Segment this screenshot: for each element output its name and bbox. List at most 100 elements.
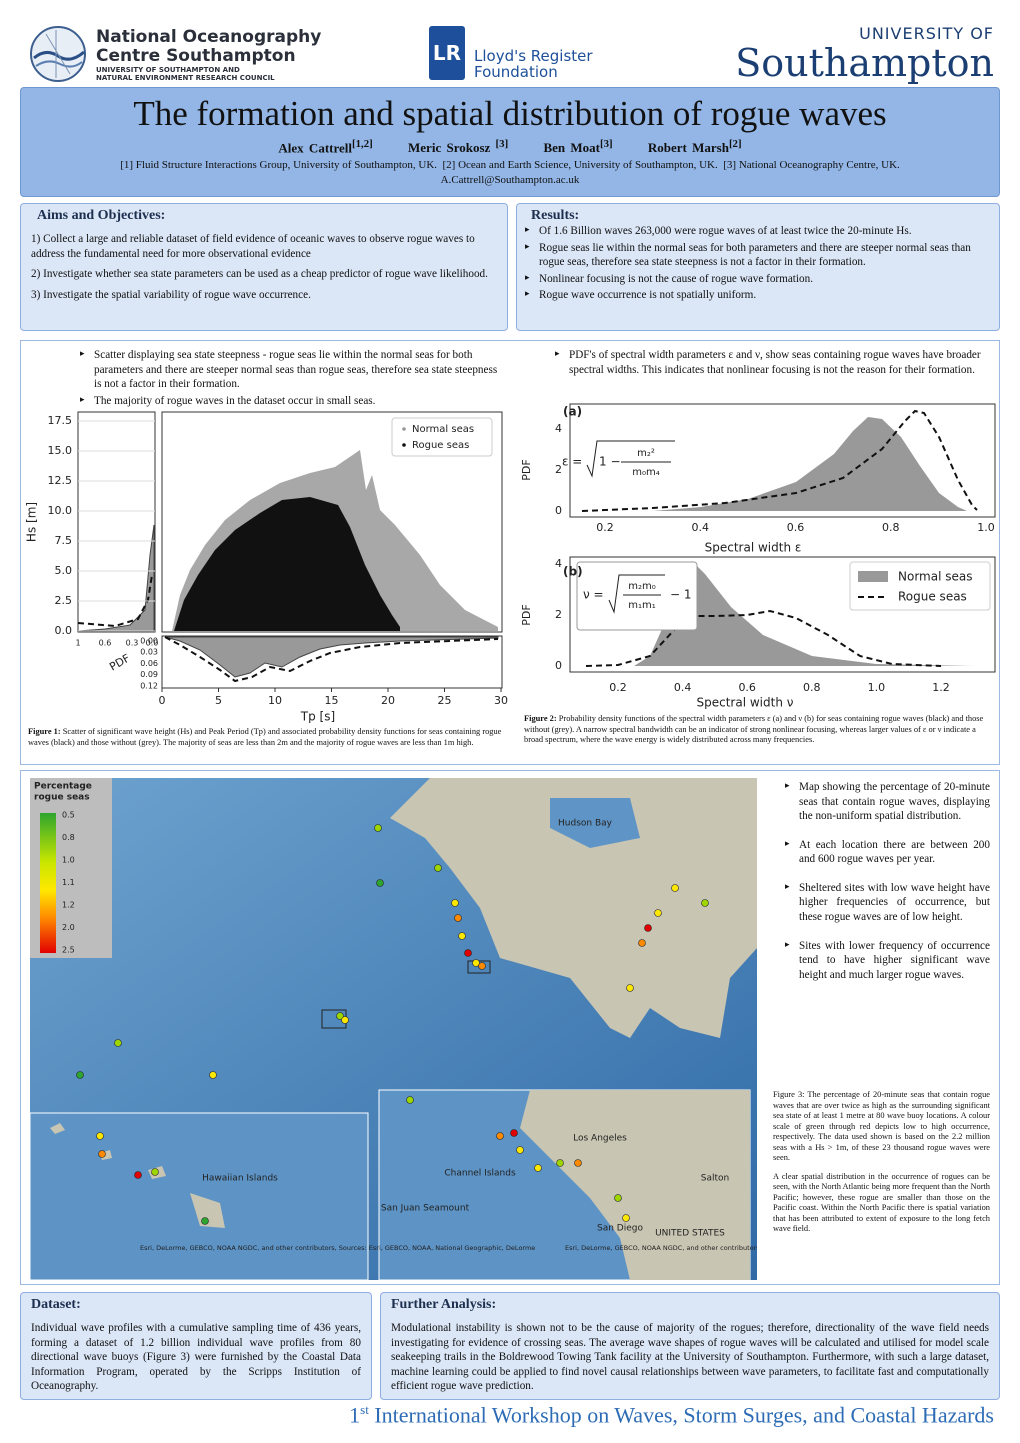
sqrt-sign (586, 440, 675, 478)
legend-box (391, 417, 493, 457)
pdf-tick-label: 0.09 (140, 670, 158, 679)
california-land (520, 1090, 750, 1280)
list-item: Rogue wave occurrence is not spatially u… (525, 288, 991, 303)
legend-swatch-normal (858, 571, 888, 582)
y-tick-label: 0.0 (55, 624, 73, 637)
list-item: Sites with lower frequency of occurrence… (785, 939, 990, 983)
place-label: Hawaiian Islands (202, 1174, 278, 1184)
buoy-marker (614, 1194, 622, 1202)
y-tick-label: 7.5 (55, 534, 73, 547)
aims-heading: Aims and Objectives: (37, 208, 166, 223)
legend-marker-normal (402, 427, 406, 431)
side-tick-label: 1 (75, 639, 80, 648)
author-sup: [1,2] (352, 138, 373, 150)
x-tick-label: 15 (325, 694, 339, 707)
list-item: At each location there are between 200 a… (785, 838, 990, 867)
pdf-tick-label: 0.00 (140, 637, 158, 646)
list-item: Scatter displaying sea state steepness -… (80, 348, 500, 392)
y-tick-label: 0 (555, 659, 562, 672)
y-tick-label: 5.0 (55, 564, 73, 577)
buoy-marker (496, 1132, 504, 1140)
colorbar-tick-label: 1.0 (62, 856, 75, 865)
header: The formation and spatial distribution o… (20, 87, 1000, 197)
y-tick-label: 15.0 (48, 444, 73, 457)
x-tick-label: 5 (215, 694, 222, 707)
legend-label: Normal seas (412, 424, 474, 435)
y-tick-label: 10.0 (48, 504, 73, 517)
pdf-tick-label: 0.03 (140, 648, 158, 657)
y-tick-label: 2 (555, 608, 562, 621)
list-item: 3) Investigate the spatial variability o… (31, 288, 311, 301)
author: Ben Moat (543, 140, 600, 156)
noc-line: Centre Southampton (96, 46, 296, 66)
list-item: 2) Investigate whether sea state paramet… (31, 268, 488, 281)
hawaii-islands (50, 1123, 225, 1228)
north-america (390, 778, 757, 1038)
soton-line: UNIVERSITY OF (859, 24, 994, 43)
colorbar-tick-label: 1.1 (62, 878, 75, 887)
caption-text: Probability density functions of the spe… (524, 714, 984, 744)
legend-title: rogue seas (34, 793, 90, 803)
x-tick-label: 0.8 (882, 521, 900, 534)
buoy-marker (76, 1071, 84, 1079)
buoy-marker (671, 884, 679, 892)
panel-label: (b) (563, 565, 583, 579)
buoy-marker (134, 1171, 142, 1179)
affiliations: [1] Fluid Structure Interactions Group, … (120, 159, 900, 172)
place-label: Salton (701, 1174, 729, 1184)
formula: m₀m₄ (632, 467, 660, 478)
map-credit: Esri, DeLorme, GEBCO, NOAA NGDC, and oth… (140, 1244, 535, 1252)
caption-text: Scatter of significant wave height (Hs) … (28, 727, 502, 747)
x-tick-label: 20 (381, 694, 395, 707)
y-axis-label: PDF (520, 459, 533, 480)
caption-paragraph: Figure 3: The percentage of 20-minute se… (773, 1090, 990, 1162)
map-credit: Esri, DeLorme, GEBCO, NOAA NGDC, and oth… (565, 1244, 757, 1252)
dataset-box: Dataset: Individual wave profiles with a… (20, 1292, 372, 1400)
colorbar-tick-label: 0.8 (62, 833, 75, 842)
x-tick-label: 30 (494, 694, 508, 707)
x-tick-label: 0.6 (738, 681, 756, 694)
legend-title: Percentage (34, 782, 92, 792)
side-pdf-frame (77, 411, 156, 633)
place-label: San Diego (597, 1224, 643, 1234)
buoy-marker (556, 1159, 564, 1167)
buoy-marker (451, 899, 459, 907)
noc-emblem (30, 26, 86, 82)
formula-box-b (576, 561, 698, 631)
lr-line: Foundation (474, 63, 558, 81)
y-tick-label: 12.5 (48, 474, 73, 487)
panel-b-rogue (585, 609, 942, 667)
soton-logo: UNIVERSITY OF Southampton (726, 24, 994, 83)
pdf-tick-label: 0.12 (140, 681, 158, 690)
x-axis-label: Tp [s] (300, 710, 335, 724)
colorbar-tick-label: 2.0 (62, 923, 75, 932)
buoy-marker (622, 1214, 630, 1222)
footer-ordinal: 1 (349, 1402, 361, 1428)
x-tick-label: 0.4 (674, 681, 692, 694)
buoy-marker (654, 909, 662, 917)
buoy-marker (626, 984, 634, 992)
x-tick-label: 1.0 (977, 521, 995, 534)
formula: m₂m₀ (628, 581, 656, 592)
buoy-marker (464, 949, 472, 957)
y-axis-label: Hs [m] (25, 502, 39, 542)
buoy-marker (574, 1159, 582, 1167)
formula: ε = (562, 455, 582, 469)
bottom-pdf-rogue (164, 636, 499, 683)
side-tick-label: 0.0 (146, 639, 159, 648)
buoy-marker (516, 1146, 524, 1154)
list-item: PDF's of spectral width parameters ε and… (555, 348, 990, 377)
x-tick-label: 0.2 (596, 521, 614, 534)
caption-label: Figure 2: (524, 714, 557, 723)
buoy-marker (201, 1217, 209, 1225)
side-tick-label: 0.6 (99, 639, 112, 648)
lr-logo: Lloyd's Register Foundation (474, 48, 593, 80)
place-label: UNITED STATES (655, 1229, 725, 1239)
y-tick-label: 4 (555, 422, 562, 435)
author: Meric Srokosz (408, 140, 491, 156)
place-label: San Juan Seamount (381, 1204, 470, 1214)
author-sup: [3] (599, 138, 613, 150)
fig2-bullets: PDF's of spectral width parameters ε and… (555, 348, 990, 379)
buoy-marker (434, 864, 442, 872)
x-axis-label: Spectral width ε (705, 541, 802, 555)
